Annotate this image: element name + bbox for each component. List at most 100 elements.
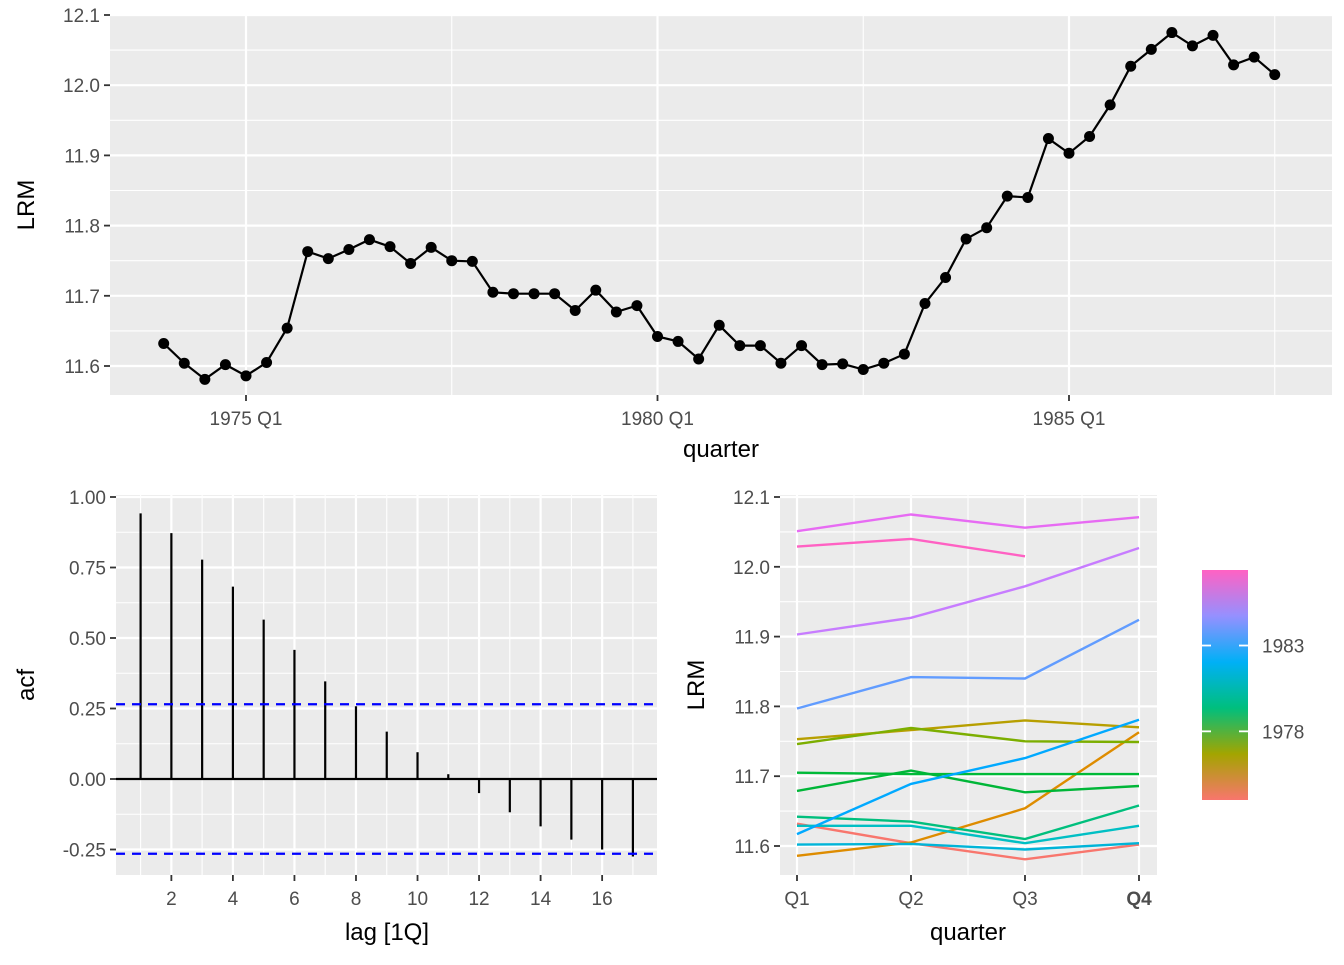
time-series-point xyxy=(775,357,787,369)
acf-y-tick-label: 0.00 xyxy=(69,770,106,791)
acf-x-tick-label: 8 xyxy=(351,889,362,910)
time-series-point xyxy=(857,364,869,376)
time-series-point xyxy=(816,359,828,371)
seasonal-plot: 11.6 11.7 11.8 11.9 12.0 12.1 Q1 Q2 Q3 Q4 quarter… xyxy=(683,488,1304,946)
acf-y-tick-label: 0.75 xyxy=(69,559,106,580)
time-series-point xyxy=(528,288,540,300)
acf-x-tick-label: 14 xyxy=(530,889,552,910)
time-series-x-tick-label: 1975 Q1 xyxy=(210,409,283,430)
seasonal-y-tick-label: 12.0 xyxy=(733,558,770,579)
seasonal-year-line xyxy=(796,719,1140,741)
time-series-point xyxy=(178,357,190,369)
time-series-point xyxy=(1042,133,1054,145)
seasonal-year-line xyxy=(796,537,1026,558)
time-series-point xyxy=(363,234,375,246)
seasonal-y-tick-label: 11.9 xyxy=(734,628,770,649)
seasonal-x-tick-label: Q4 xyxy=(1126,889,1152,910)
seasonal-year-line xyxy=(796,842,1140,851)
acf-x-tick-label: 2 xyxy=(166,889,177,910)
seasonal-y-tick-label: 11.6 xyxy=(734,837,770,858)
time-series-point xyxy=(1104,99,1116,111)
time-series-x-tick-label: 1980 Q1 xyxy=(621,409,694,430)
time-series-plot: 11.6 11.7 11.8 11.9 12.0 12.1 1975 Q1 1980 Q1 19… xyxy=(13,6,1332,463)
acf-y-tick-label: 0.25 xyxy=(69,700,106,721)
acf-y-tick-label: 0.50 xyxy=(69,629,106,650)
seasonal-x-axis-title: quarter xyxy=(930,919,1006,946)
time-series-point xyxy=(1207,29,1219,41)
time-series-point xyxy=(610,306,622,318)
time-series-point xyxy=(507,288,519,300)
time-series-panel xyxy=(110,15,1332,395)
time-series-point xyxy=(1022,192,1034,204)
time-series-y-tick-label: 11.6 xyxy=(64,357,100,378)
acf-y-tick-label: 1.00 xyxy=(69,488,106,509)
time-series-point xyxy=(261,356,273,368)
time-series-point xyxy=(199,373,211,385)
time-series-y-tick-label: 12.1 xyxy=(63,6,100,27)
time-series-point xyxy=(405,258,417,270)
legend-tick-label: 1978 xyxy=(1262,722,1304,743)
time-series-point xyxy=(940,272,952,284)
time-series-point xyxy=(384,241,396,253)
time-series-point xyxy=(1145,43,1157,55)
time-series-point xyxy=(1269,69,1281,81)
seasonal-y-tick-label: 12.1 xyxy=(733,488,770,509)
legend-tick-label: 1983 xyxy=(1262,637,1304,658)
time-series-point xyxy=(487,286,499,298)
time-series-point xyxy=(590,284,602,296)
time-series-point xyxy=(1248,51,1260,63)
time-series-y-tick-label: 11.8 xyxy=(64,217,100,238)
time-series-point xyxy=(713,319,725,331)
time-series-point xyxy=(343,243,355,255)
acf-x-tick-label: 6 xyxy=(289,889,300,910)
time-series-point xyxy=(1084,130,1096,142)
acf-x-tick-label: 12 xyxy=(468,889,489,910)
time-series-point xyxy=(960,233,972,245)
time-series-point xyxy=(1166,27,1178,39)
acf-x-tick-label: 4 xyxy=(228,889,239,910)
time-series-point xyxy=(569,305,581,317)
time-series-point xyxy=(837,358,849,370)
time-series-y-tick-label: 12.0 xyxy=(63,76,100,97)
acf-x-axis-title: lag [1Q] xyxy=(345,919,429,946)
time-series-point xyxy=(281,322,293,334)
seasonal-y-tick-label: 11.8 xyxy=(734,697,770,718)
time-series-point xyxy=(240,370,252,382)
seasonal-year-line xyxy=(796,513,1140,533)
time-series-point xyxy=(466,255,478,267)
time-series-y-tick-label: 11.9 xyxy=(64,146,100,167)
seasonal-x-tick-label: Q1 xyxy=(784,889,809,910)
time-series-point xyxy=(549,288,561,300)
seasonal-year-line xyxy=(796,731,1140,857)
time-series-point xyxy=(981,222,993,234)
seasonal-x-tick-label: Q3 xyxy=(1012,889,1037,910)
time-series-point xyxy=(425,241,437,253)
seasonal-year-line xyxy=(796,618,1140,710)
time-series-x-tick-label: 1985 Q1 xyxy=(1033,409,1106,430)
time-series-point xyxy=(734,340,746,352)
time-series-point xyxy=(302,246,314,258)
time-series-point xyxy=(158,338,170,350)
time-series-point xyxy=(322,253,334,265)
time-series-point xyxy=(672,335,684,347)
time-series-point xyxy=(1001,190,1013,202)
acf-y-tick-label: -0.25 xyxy=(63,841,106,862)
time-series-point xyxy=(1186,40,1198,52)
seasonal-year-line xyxy=(797,824,1140,845)
seasonal-year-line xyxy=(796,804,1140,841)
time-series-y-axis-title: LRM xyxy=(13,180,40,231)
seasonal-year-line xyxy=(796,718,1140,836)
time-series-point xyxy=(1063,147,1075,159)
acf-plot: -0.25 0.00 0.25 0.50 0.75 1.00 2 4 6 8 10 12 14 16 la… xyxy=(13,488,657,946)
time-series-point xyxy=(919,298,931,310)
seasonal-year-line xyxy=(796,769,1140,794)
acf-x-tick-label: 16 xyxy=(592,889,613,910)
seasonal-x-tick-label: Q2 xyxy=(898,889,923,910)
seasonal-year-line xyxy=(796,771,1139,776)
seasonal-y-axis-title: LRM xyxy=(683,660,710,711)
year-color-legend: 1983 1978 xyxy=(1202,570,1304,800)
time-series-point xyxy=(652,331,663,343)
time-series-point xyxy=(754,340,766,352)
acf-x-tick-label: 10 xyxy=(407,889,428,910)
